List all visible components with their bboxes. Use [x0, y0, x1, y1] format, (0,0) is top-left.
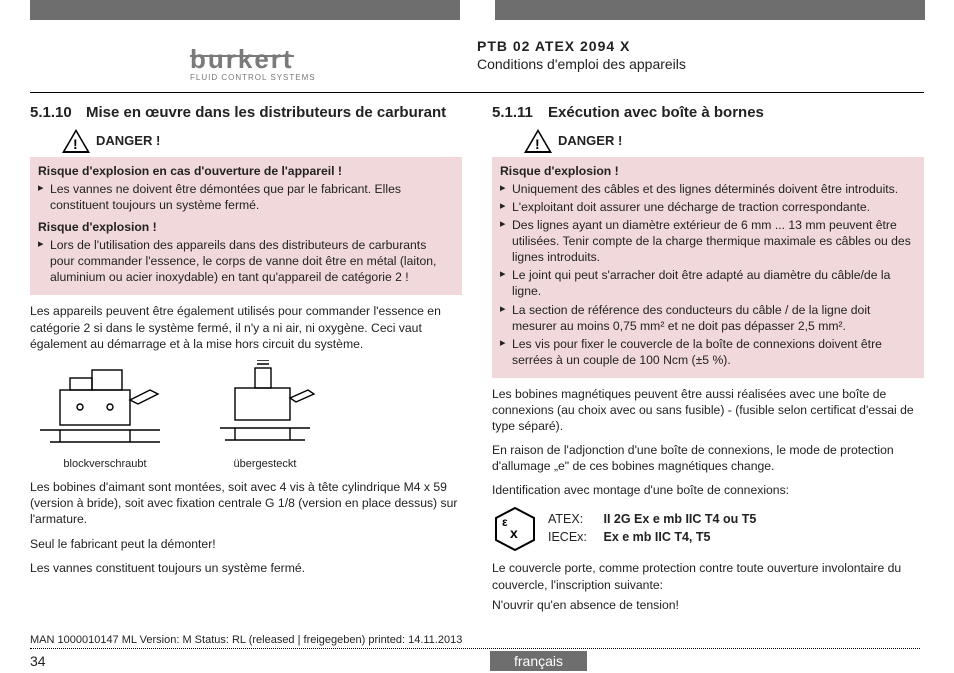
- doc-subtitle: Conditions d'emploi des appareils: [477, 56, 924, 72]
- atex-value: II 2G Ex e mb IIC T4 ou T5: [603, 512, 756, 526]
- logo: burkert FLUID CONTROL SYSTEMS: [190, 44, 477, 82]
- section-heading-5110: 5.1.10 Mise en œuvre dans les distribute…: [30, 103, 462, 123]
- doc-code: PTB 02 ATEX 2094 X: [477, 38, 924, 54]
- list-item: Lors de l'utilisation des appareils dans…: [38, 237, 454, 285]
- section-heading-5111: 5.1.11 Exécution avec boîte à bornes: [492, 103, 924, 123]
- ex-hexagon-icon: ε x: [492, 506, 538, 552]
- footer-meta: MAN 1000010147 ML Version: M Status: RL …: [30, 634, 920, 649]
- warning-icon: !: [524, 129, 552, 153]
- figure-2: übergesteckt: [200, 360, 330, 472]
- warning-box-1-list: Les vannes ne doivent être démontées que…: [38, 181, 454, 213]
- list-item: Les vannes ne doivent être démontées que…: [38, 181, 454, 213]
- warning-box-title: Risque d'explosion !: [500, 163, 916, 179]
- page: burkert FLUID CONTROL SYSTEMS PTB 02 ATE…: [0, 0, 954, 673]
- figure-2-label: übergesteckt: [234, 457, 297, 472]
- footer-row: 34 français: [30, 651, 920, 671]
- divider: [30, 92, 924, 93]
- column-right: 5.1.11 Exécution avec boîte à bornes ! D…: [492, 103, 924, 621]
- figure-row: blockverschraubt übergesteckt: [30, 360, 462, 472]
- list-item: L'exploitant doit assurer une décharge d…: [500, 199, 916, 215]
- paragraph: Le couvercle porte, comme protection con…: [492, 560, 924, 592]
- ex-lines: ATEX: II 2G Ex e mb IIC T4 ou T5 IECEx: …: [548, 511, 756, 548]
- warning-box-1: Risque d'explosion en cas d'ouverture de…: [30, 157, 462, 296]
- list-item: Les vis pour fixer le couvercle de la bo…: [500, 336, 916, 368]
- column-left: 5.1.10 Mise en œuvre dans les distribute…: [30, 103, 462, 621]
- iecex-line: IECEx: Ex e mb IIC T4, T5: [548, 529, 756, 546]
- header-left: burkert FLUID CONTROL SYSTEMS: [30, 38, 477, 82]
- list-item: Le joint qui peut s'arracher doit être a…: [500, 267, 916, 299]
- warning-box-1-title: Risque d'explosion en cas d'ouverture de…: [38, 163, 454, 179]
- paragraph: Les appareils peuvent être également uti…: [30, 303, 462, 351]
- valve-diagram-1: [30, 360, 180, 455]
- atex-line: ATEX: II 2G Ex e mb IIC T4 ou T5: [548, 511, 756, 528]
- page-number: 34: [30, 653, 490, 669]
- figure-1: blockverschraubt: [30, 360, 180, 472]
- section-number: 5.1.11: [492, 103, 548, 123]
- ex-marking-row: ε x ATEX: II 2G Ex e mb IIC T4 ou T5 IEC…: [492, 506, 924, 552]
- danger-text: DANGER !: [558, 132, 622, 149]
- svg-text:x: x: [510, 525, 518, 541]
- list-item: Uniquement des câbles et des lignes déte…: [500, 181, 916, 197]
- paragraph: Les bobines magnétiques peuvent être aus…: [492, 386, 924, 434]
- language-tab: français: [490, 651, 587, 671]
- top-bars: [0, 0, 954, 20]
- header: burkert FLUID CONTROL SYSTEMS PTB 02 ATE…: [30, 38, 924, 82]
- list-item: La section de référence des conducteurs …: [500, 302, 916, 334]
- danger-label: ! DANGER !: [62, 129, 462, 153]
- warning-box-2-title: Risque d'explosion !: [38, 219, 454, 235]
- paragraph: N'ouvrir qu'en absence de tension!: [492, 597, 924, 613]
- paragraph: Les bobines d'aimant sont montées, soit …: [30, 479, 462, 527]
- figure-1-label: blockverschraubt: [63, 457, 146, 472]
- paragraph: En raison de l'adjonction d'une boîte de…: [492, 442, 924, 474]
- warning-box: Risque d'explosion ! Uniquement des câbl…: [492, 157, 924, 378]
- columns: 5.1.10 Mise en œuvre dans les distribute…: [30, 103, 924, 621]
- section-title: Mise en œuvre dans les distributeurs de …: [86, 103, 446, 123]
- top-bar-left: [30, 0, 460, 20]
- valve-diagram-2: [200, 360, 330, 455]
- svg-text:ε: ε: [502, 515, 508, 529]
- top-bar-right: [495, 0, 925, 20]
- section-title: Exécution avec boîte à bornes: [548, 103, 764, 123]
- danger-text: DANGER !: [96, 132, 160, 149]
- header-right: PTB 02 ATEX 2094 X Conditions d'emploi d…: [477, 38, 924, 82]
- paragraph: Les vannes constituent toujours un systè…: [30, 560, 462, 576]
- warning-box-list: Uniquement des câbles et des lignes déte…: [500, 181, 916, 368]
- atex-label: ATEX:: [548, 511, 600, 528]
- iecex-value: Ex e mb IIC T4, T5: [603, 530, 710, 544]
- section-number: 5.1.10: [30, 103, 86, 123]
- warning-icon: !: [62, 129, 90, 153]
- list-item: Des lignes ayant un diamètre extérieur d…: [500, 217, 916, 265]
- logo-text: burkert: [190, 44, 294, 75]
- paragraph: Seul le fabricant peut la démonter!: [30, 536, 462, 552]
- paragraph: Identification avec montage d'une boîte …: [492, 482, 924, 498]
- danger-label: ! DANGER !: [524, 129, 924, 153]
- iecex-label: IECEx:: [548, 529, 600, 546]
- warning-box-2-list: Lors de l'utilisation des appareils dans…: [38, 237, 454, 285]
